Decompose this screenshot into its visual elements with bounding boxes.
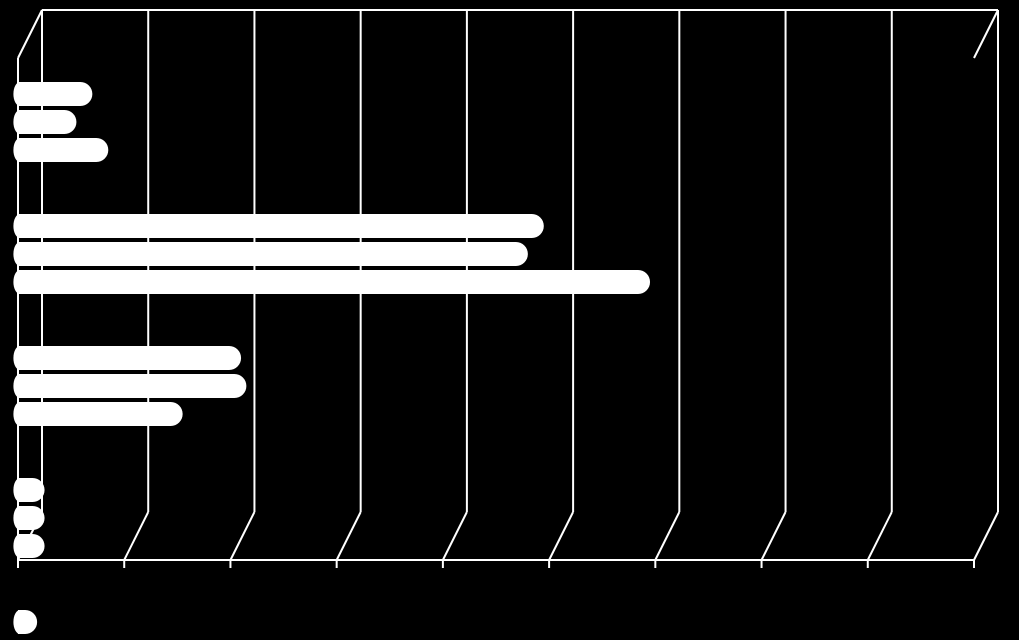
horizontal-3d-bar-chart — [0, 0, 1019, 640]
bar-cap-left — [13, 478, 26, 502]
bar — [18, 374, 246, 398]
bar-cap-left — [13, 138, 26, 162]
bar-cap-left — [13, 242, 26, 266]
bar-cap-left — [13, 534, 26, 558]
bar — [18, 82, 92, 106]
bar — [18, 138, 108, 162]
bar-cap-left — [13, 506, 26, 530]
bar — [18, 110, 76, 134]
bar-cap-left — [13, 402, 26, 426]
bar — [18, 346, 241, 370]
bar-cap-left — [13, 270, 26, 294]
bar — [18, 214, 544, 238]
bar-cap-left — [13, 346, 26, 370]
bar — [18, 242, 528, 266]
bar-cap-left — [13, 374, 26, 398]
bar — [18, 402, 183, 426]
bar-cap-left — [13, 610, 26, 634]
bar-cap-left — [13, 214, 26, 238]
bar — [18, 270, 650, 294]
bar-cap-left — [13, 110, 26, 134]
bar-cap-left — [13, 82, 26, 106]
